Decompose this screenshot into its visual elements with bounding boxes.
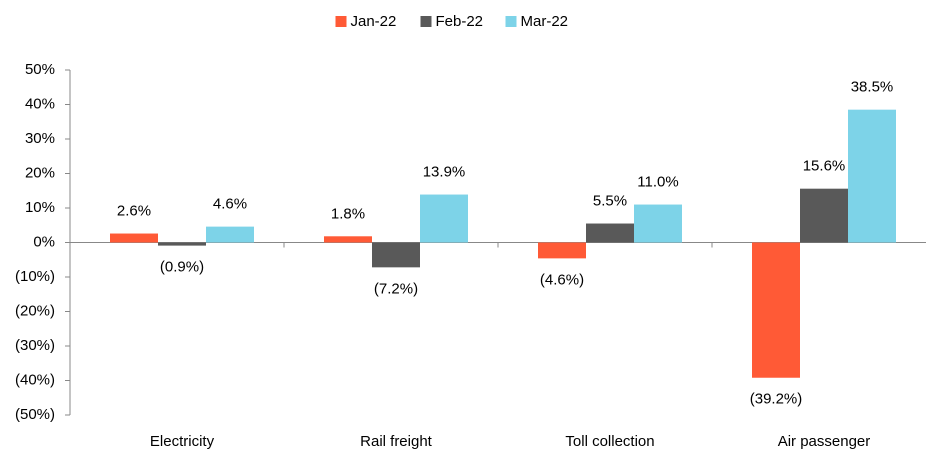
x-tick-label: Air passenger: [778, 433, 871, 450]
value-label: 4.6%: [213, 196, 247, 213]
bar: [848, 109, 896, 243]
value-label: 2.6%: [117, 202, 151, 219]
legend-label: Jan-22: [351, 13, 397, 30]
x-tick-label: Rail freight: [360, 433, 433, 450]
value-label: (39.2%): [750, 391, 803, 408]
x-tick-label: Toll collection: [565, 433, 654, 450]
value-label: 11.0%: [637, 174, 678, 191]
value-label: (4.6%): [540, 271, 584, 288]
y-tick-label: 30%: [25, 130, 55, 147]
y-tick-label: (30%): [15, 337, 55, 354]
y-tick-label: (20%): [15, 302, 55, 319]
value-label: 1.8%: [331, 205, 365, 222]
legend-label: Feb-22: [436, 13, 484, 30]
legend-swatch: [505, 16, 517, 27]
bar: [110, 233, 158, 243]
value-label: 13.9%: [423, 164, 466, 181]
bar: [634, 204, 682, 243]
bar: [372, 242, 420, 268]
bar: [752, 242, 800, 378]
bar: [586, 223, 634, 243]
legend-swatch: [335, 16, 347, 27]
x-tick-label: Electricity: [150, 433, 215, 450]
bar: [206, 226, 254, 243]
bar: [538, 242, 586, 259]
bar: [158, 242, 206, 246]
value-label: (0.9%): [160, 259, 204, 276]
legend-label: Mar-22: [521, 13, 569, 30]
bar: [800, 188, 848, 243]
y-tick-label: (10%): [15, 268, 55, 285]
y-tick-label: 40%: [25, 95, 55, 112]
y-tick-label: 50%: [25, 61, 55, 78]
y-tick-label: 20%: [25, 164, 55, 181]
bar: [324, 236, 372, 243]
y-tick-label: 10%: [25, 199, 55, 216]
value-label: 38.5%: [851, 79, 894, 96]
y-tick-label: (40%): [15, 371, 55, 388]
y-tick-label: 0%: [33, 233, 55, 250]
legend-swatch: [420, 16, 432, 27]
value-label: 15.6%: [803, 158, 846, 175]
y-tick-label: (50%): [15, 406, 55, 423]
bar: [420, 194, 468, 243]
value-label: 5.5%: [593, 192, 627, 209]
value-label: (7.2%): [374, 280, 418, 297]
